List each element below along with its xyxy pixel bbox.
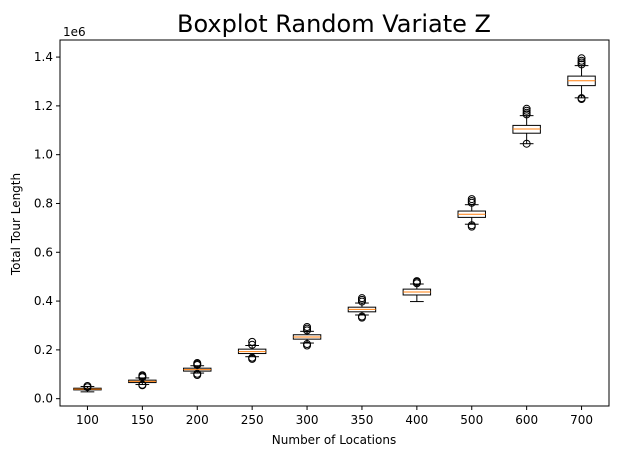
y-tick-label: 0.2	[34, 343, 53, 357]
chart-title: Boxplot Random Variate Z	[177, 10, 491, 38]
flier-point	[357, 294, 366, 303]
flier-point	[412, 277, 421, 286]
flier-point	[522, 106, 531, 115]
x-tick-label: 500	[460, 413, 483, 427]
flier-point	[467, 195, 476, 204]
flier-point	[522, 139, 531, 148]
x-tick-label: 300	[296, 413, 319, 427]
flier-point	[467, 197, 476, 206]
x-tick-label: 150	[131, 413, 154, 427]
y-tick-label: 0.8	[34, 196, 53, 210]
flier-point	[193, 369, 202, 378]
flier-point	[522, 104, 531, 113]
x-tick-label: 100	[76, 413, 99, 427]
x-axis-label: Number of Locations	[272, 433, 396, 447]
flier-point	[357, 312, 366, 321]
flier-point	[577, 94, 586, 103]
x-tick-label: 400	[405, 413, 428, 427]
x-tick-label: 600	[515, 413, 538, 427]
y-tick-label: 1.0	[34, 148, 53, 162]
flier-point	[357, 295, 366, 304]
y-offset-label: 1e6	[63, 25, 86, 39]
flier-point	[83, 381, 92, 390]
y-tick-label: 1.2	[34, 99, 53, 113]
plot-frame	[59, 39, 610, 407]
flier-point	[138, 380, 147, 389]
y-tick-label: 0.6	[34, 245, 53, 259]
x-tick-label: 250	[241, 413, 264, 427]
flier-point	[577, 54, 586, 63]
flier-point	[248, 337, 257, 346]
y-tick-label: 0.4	[34, 294, 53, 308]
flier-point	[138, 371, 147, 380]
flier-point	[193, 359, 202, 368]
flier-point	[577, 60, 586, 69]
flier-point	[248, 340, 257, 349]
plot-area: 0.0 0.2 0.4 0.6 0.8 1.0 1.2 1.4 100 150 200 250 300 3…	[34, 39, 610, 427]
flier-point	[522, 108, 531, 117]
x-tick-label: 700	[570, 413, 593, 427]
flier-point	[248, 353, 257, 362]
flier-point	[467, 221, 476, 230]
flier-point	[577, 56, 586, 65]
flier-point	[303, 322, 312, 331]
y-tick-label: 1.4	[34, 50, 53, 64]
y-tick-label: 0.0	[34, 392, 53, 406]
x-tick-label: 350	[350, 413, 373, 427]
x-tick-label: 200	[186, 413, 209, 427]
y-axis-label: Total Tour Length	[9, 173, 23, 276]
flier-point	[303, 340, 312, 349]
